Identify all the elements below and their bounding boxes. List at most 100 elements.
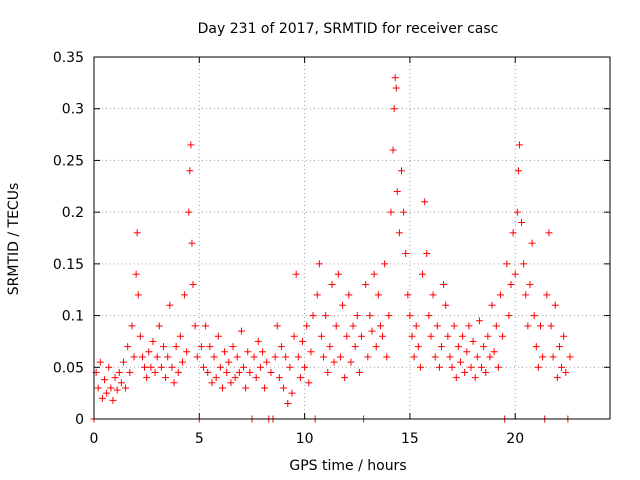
data-point (397, 167, 405, 175)
data-point (545, 229, 553, 237)
data-point (136, 332, 144, 340)
data-point (480, 343, 488, 351)
data-point (492, 322, 500, 330)
data-point (105, 363, 113, 371)
data-point (328, 281, 336, 289)
data-point (303, 322, 311, 330)
data-point (221, 348, 229, 356)
data-point (168, 363, 176, 371)
data-point (465, 322, 473, 330)
data-point (286, 363, 294, 371)
data-point (364, 353, 372, 361)
axis-ticks (93, 56, 610, 420)
data-point (324, 368, 332, 376)
data-point (341, 374, 349, 382)
data-point (509, 229, 517, 237)
data-point (547, 322, 555, 330)
data-point (126, 368, 134, 376)
data-point (170, 379, 178, 387)
data-point (503, 260, 511, 268)
data-point (366, 312, 374, 320)
data-point (162, 374, 170, 382)
data-point (261, 384, 269, 392)
data-point (271, 353, 279, 361)
data-point (471, 374, 479, 382)
data-point (349, 322, 357, 330)
data-point (227, 379, 235, 387)
data-point (164, 353, 172, 361)
data-point (284, 399, 292, 407)
data-point (313, 291, 321, 299)
data-point (187, 141, 195, 149)
data-point (414, 343, 422, 351)
data-point (345, 291, 353, 299)
data-point (246, 368, 254, 376)
data-point (560, 332, 568, 340)
data-point (433, 322, 441, 330)
data-point (208, 379, 216, 387)
y-tick-label: 0 (75, 412, 84, 428)
data-point (448, 363, 456, 371)
data-point (210, 353, 218, 361)
data-point (294, 353, 302, 361)
data-point (204, 368, 212, 376)
data-point (223, 368, 231, 376)
data-point (133, 229, 141, 237)
data-point (320, 353, 328, 361)
data-point (526, 281, 534, 289)
data-point (307, 348, 315, 356)
data-point (189, 281, 197, 289)
data-point (334, 270, 342, 278)
grid-lines (94, 57, 610, 419)
data-point (454, 343, 462, 351)
data-point (233, 353, 241, 361)
x-tick-label: 0 (90, 431, 99, 447)
data-point (290, 332, 298, 340)
data-point (317, 332, 325, 340)
data-point (383, 353, 391, 361)
data-point (536, 322, 544, 330)
data-point (299, 337, 307, 345)
data-point (408, 332, 416, 340)
data-point (235, 368, 243, 376)
data-point (115, 368, 123, 376)
data-point (528, 239, 536, 247)
data-point (288, 389, 296, 397)
data-point (522, 291, 530, 299)
data-point (368, 327, 376, 335)
data-point (197, 343, 205, 351)
data-point (357, 332, 365, 340)
data-point (511, 270, 519, 278)
data-point (107, 384, 115, 392)
y-tick-label: 0.2 (62, 205, 84, 221)
data-point (532, 343, 540, 351)
data-point (214, 332, 222, 340)
data-point (486, 353, 494, 361)
data-point (250, 353, 258, 361)
data-point (185, 208, 193, 216)
data-point (176, 332, 184, 340)
data-point (186, 167, 194, 175)
data-point (505, 312, 513, 320)
data-point (372, 343, 380, 351)
data-point (463, 348, 471, 356)
data-point (452, 374, 460, 382)
data-point (103, 389, 111, 397)
data-point (157, 363, 165, 371)
data-point (191, 322, 199, 330)
data-point (507, 281, 515, 289)
data-point (461, 368, 469, 376)
data-point (438, 343, 446, 351)
chart-title: Day 231 of 2017, SRMTID for receiver cas… (198, 21, 499, 37)
data-point (130, 353, 138, 361)
data-point (347, 358, 355, 366)
data-point (172, 343, 180, 351)
data-point (225, 358, 233, 366)
data-point (141, 363, 149, 371)
data-point (315, 260, 323, 268)
data-point (423, 250, 431, 258)
data-point (534, 363, 542, 371)
data-point (143, 374, 151, 382)
data-point (355, 368, 363, 376)
data-point (96, 358, 104, 366)
